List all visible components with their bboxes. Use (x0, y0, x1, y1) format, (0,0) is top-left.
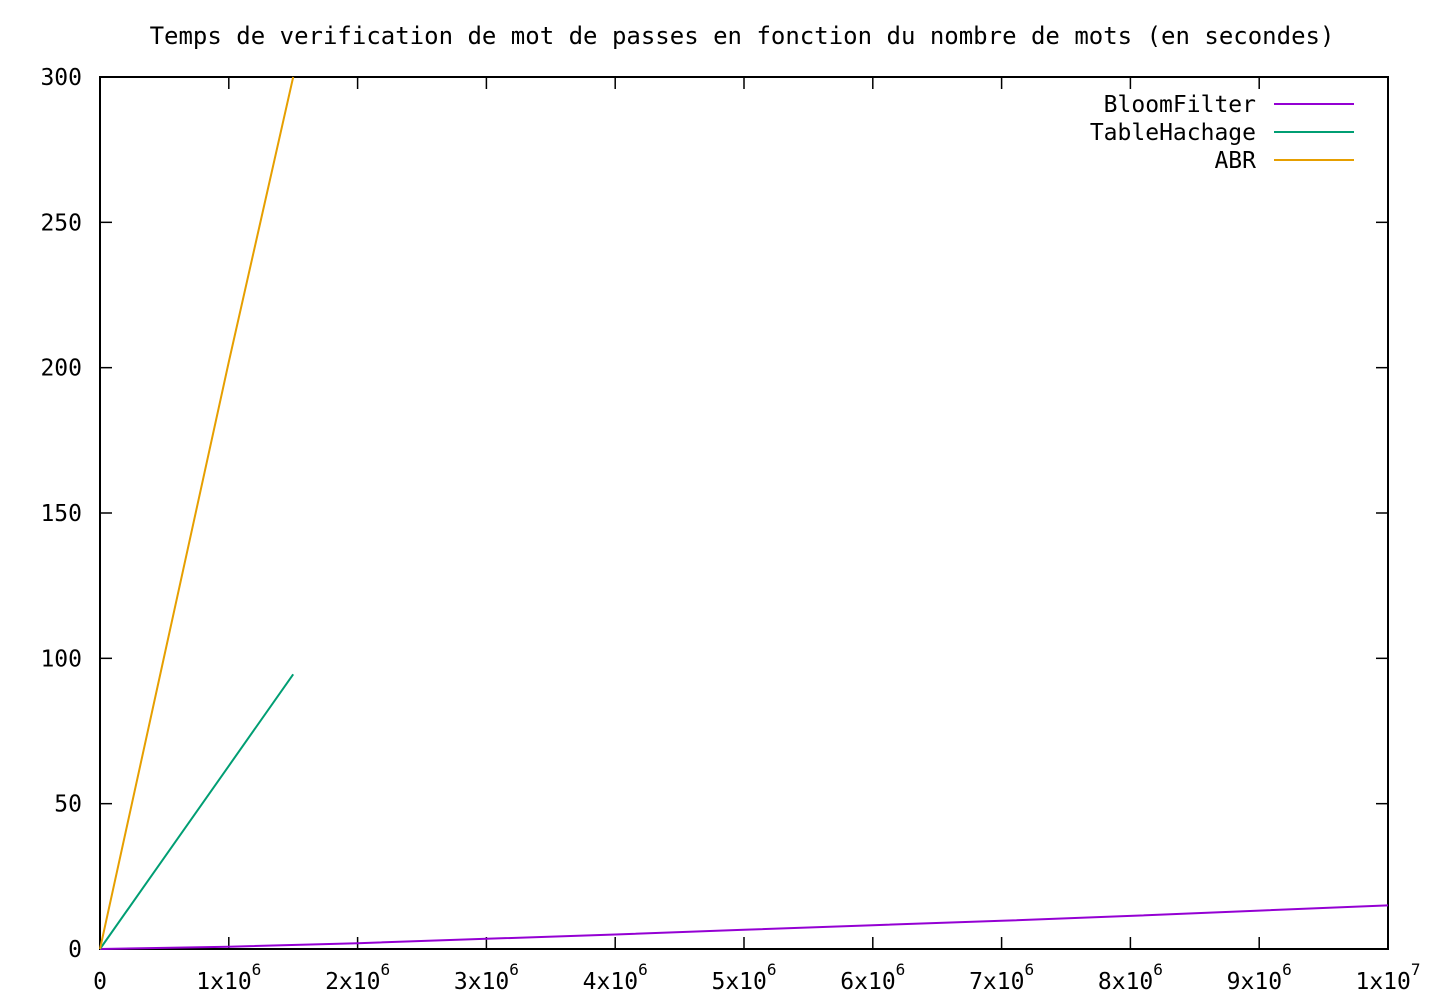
x-tick-label: 4x106 (583, 960, 648, 995)
x-tick-label-exponent: 6 (896, 960, 906, 979)
x-tick-label-base: 6x10 (840, 969, 895, 995)
x-tick-label: 8x106 (1098, 960, 1163, 995)
x-tick-label-base: 1x10 (196, 969, 251, 995)
y-tick-label: 0 (68, 937, 82, 963)
x-tick-label-exponent: 6 (1024, 960, 1034, 979)
x-tick-label-exponent: 6 (1282, 960, 1292, 979)
x-tick-label-base: 8x10 (1098, 969, 1153, 995)
x-tick-label-base: 0 (93, 969, 107, 995)
y-tick-label: 100 (40, 646, 82, 672)
y-tick-label: 250 (40, 210, 82, 236)
x-tick-label-exponent: 6 (509, 960, 519, 979)
x-tick-label: 7x106 (969, 960, 1034, 995)
y-tick-label: 150 (40, 501, 82, 527)
x-tick-label-exponent: 7 (1411, 960, 1421, 979)
y-tick-label: 300 (40, 65, 82, 91)
x-tick-label-base: 3x10 (454, 969, 509, 995)
x-tick-label: 1x106 (196, 960, 261, 995)
x-tick-label-base: 2x10 (325, 969, 380, 995)
series-layer (99, 76, 1389, 950)
x-tick-label-base: 9x10 (1227, 969, 1282, 995)
series-line-tablehachage (99, 673, 295, 950)
y-tick-label: 50 (54, 792, 82, 818)
series-line-abr (99, 76, 295, 950)
x-tick-label-exponent: 6 (1153, 960, 1163, 979)
x-tick-label-exponent: 6 (252, 960, 262, 979)
x-tick-label: 1x107 (1355, 960, 1420, 995)
chart-title: Temps de verification de mot de passes e… (150, 22, 1335, 50)
x-tick-label: 0 (93, 969, 107, 995)
legend-label: TableHachage (1090, 120, 1256, 146)
x-tick-label-exponent: 6 (638, 960, 648, 979)
x-tick-label: 3x106 (454, 960, 519, 995)
plot-border (99, 76, 1389, 950)
x-tick-label-exponent: 6 (767, 960, 777, 979)
x-tick-label-base: 5x10 (711, 969, 766, 995)
y-tick-label: 200 (40, 356, 82, 382)
x-tick-label: 9x106 (1227, 960, 1292, 995)
x-tick-label-base: 4x10 (583, 969, 638, 995)
x-tick-label-base: 7x10 (969, 969, 1024, 995)
x-tick-label-exponent: 6 (380, 960, 390, 979)
x-tick-label: 2x106 (325, 960, 390, 995)
x-tick-label: 5x106 (711, 960, 776, 995)
x-tick-label: 6x106 (840, 960, 905, 995)
x-tick-label-base: 1x10 (1355, 969, 1410, 995)
legend-label: BloomFilter (1104, 92, 1256, 118)
series-line-bloomfilter (99, 904, 1389, 950)
legend-label: ABR (1214, 148, 1256, 174)
